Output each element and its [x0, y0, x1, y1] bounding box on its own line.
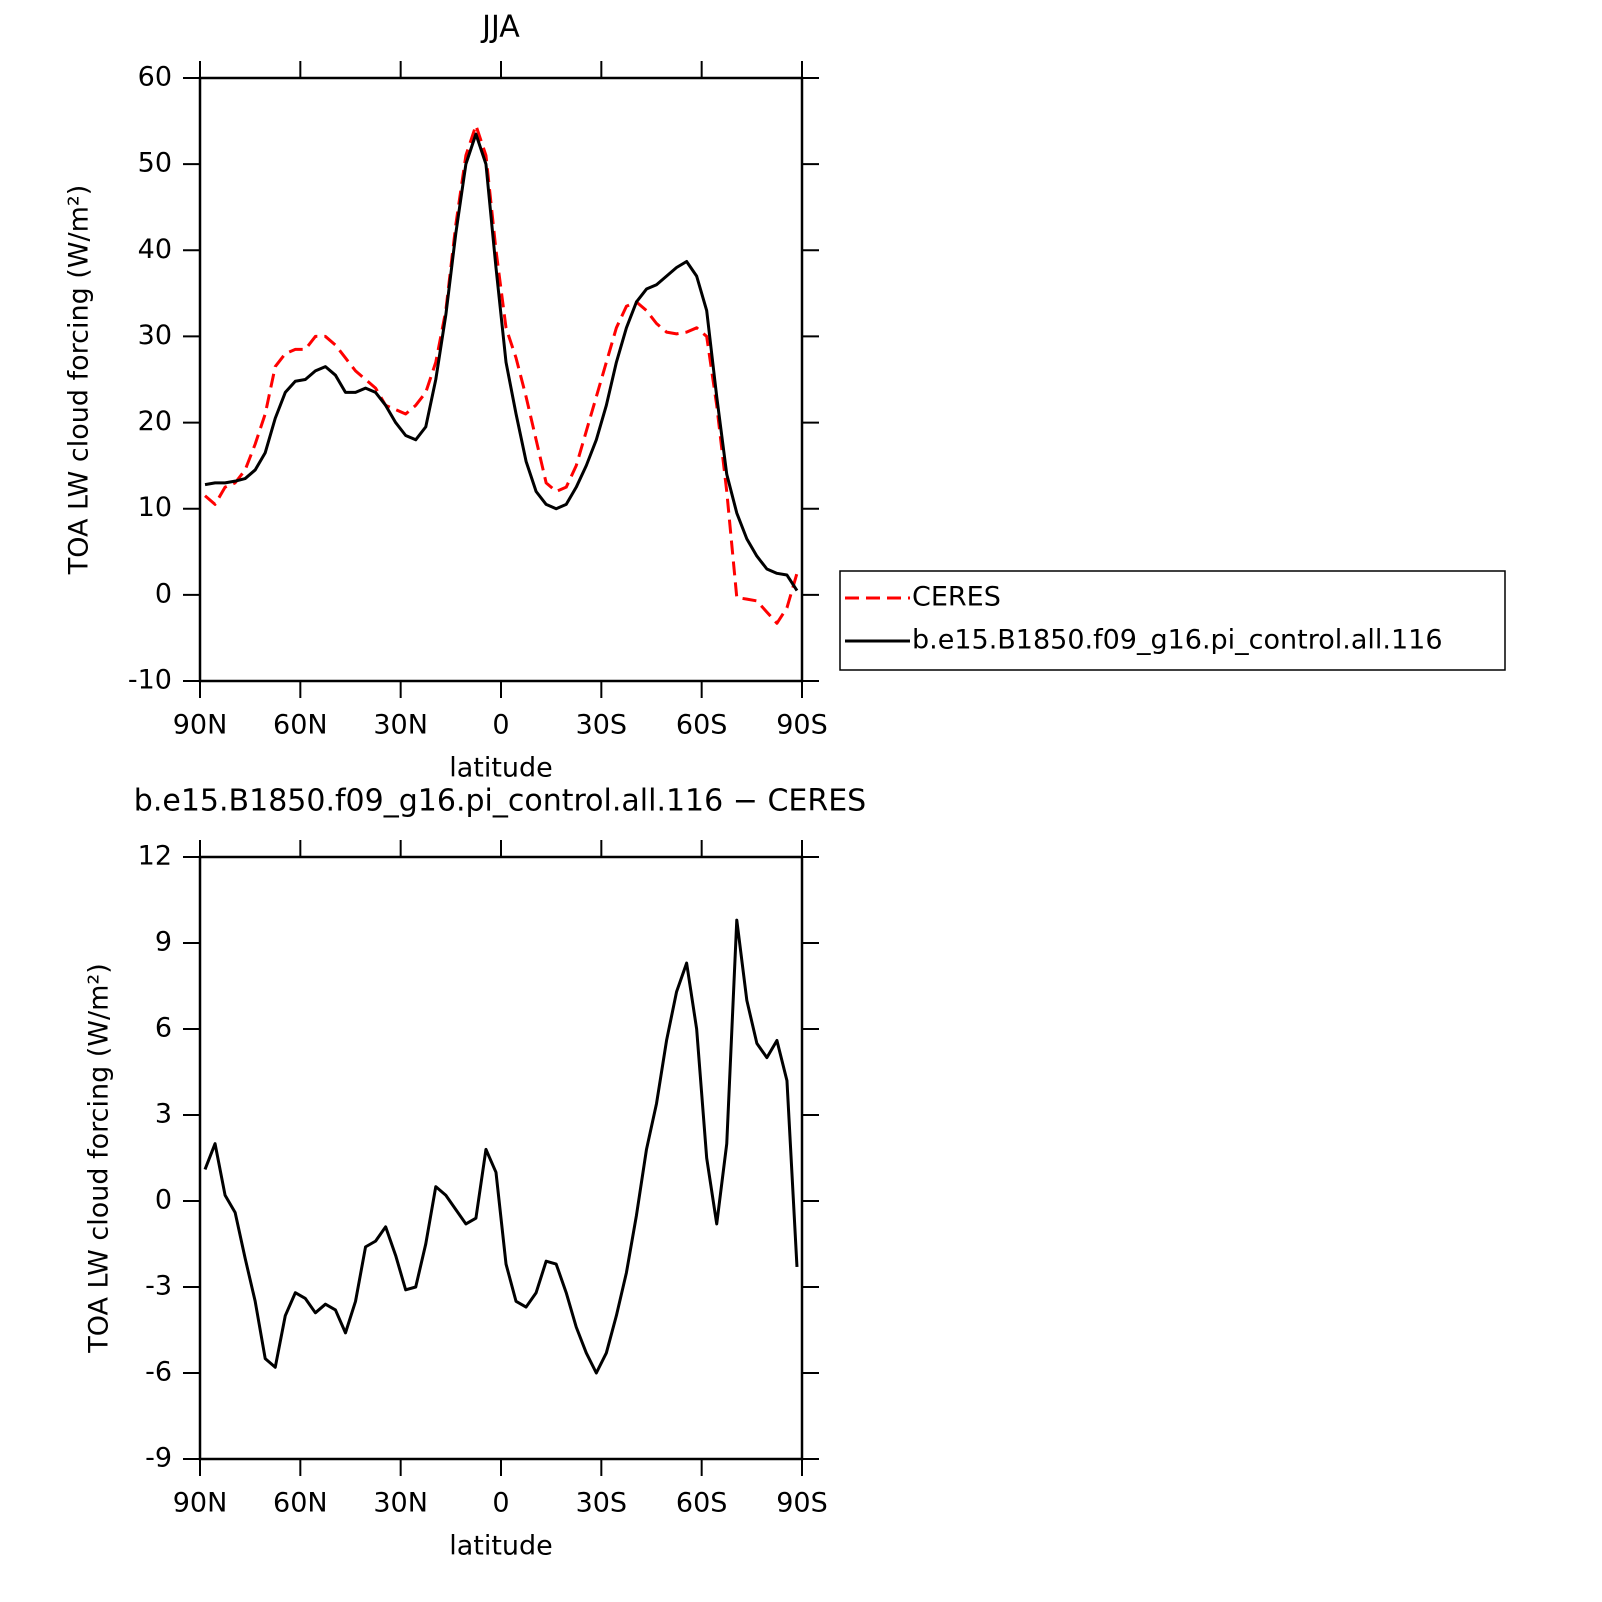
x-tick-label: 60S	[676, 710, 728, 741]
y-tick-label: 3	[155, 1099, 172, 1130]
y-tick-label: 50	[138, 148, 172, 179]
data-line	[204, 123, 799, 625]
y-tick-label: 20	[138, 406, 172, 437]
x-tick-label: 60N	[273, 1488, 328, 1519]
x-tick-label: 30S	[576, 710, 628, 741]
x-tick-label: 0	[492, 1488, 509, 1519]
legend-label: b.e15.B1850.f09_g16.pi_control.all.116	[912, 625, 1443, 656]
y-tick-label: 10	[138, 492, 172, 523]
data-line	[203, 918, 799, 1375]
y-tick-label: -3	[145, 1271, 172, 1302]
x-axis-label: latitude	[449, 753, 553, 784]
x-tick-label: 60N	[273, 710, 328, 741]
y-tick-label: -9	[145, 1443, 172, 1474]
x-tick-label: 90S	[776, 1488, 828, 1519]
y-tick-label: 6	[155, 1013, 172, 1044]
legend-label: CERES	[912, 582, 1001, 613]
x-tick-label: 0	[492, 710, 509, 741]
y-tick-label: 12	[138, 841, 172, 872]
data-line	[204, 132, 799, 592]
x-tick-label: 90N	[173, 710, 228, 741]
chart-title: b.e15.B1850.f09_g16.pi_control.all.116 −…	[134, 784, 866, 819]
x-tick-label: 30N	[373, 1488, 428, 1519]
y-axis-label: TOA LW cloud forcing (W/m²)	[84, 963, 115, 1354]
x-tick-label: 90S	[776, 710, 828, 741]
x-axis-label: latitude	[449, 1531, 553, 1562]
y-tick-label: 60	[138, 62, 172, 93]
x-tick-label: 90N	[173, 1488, 228, 1519]
plot-frame	[198, 76, 804, 683]
x-tick-label: 30N	[373, 710, 428, 741]
y-tick-label: 30	[138, 320, 172, 351]
y-tick-label: 0	[155, 1185, 172, 1216]
y-tick-label: 40	[138, 234, 172, 265]
x-tick-label: 30S	[576, 1488, 628, 1519]
y-axis-label: TOA LW cloud forcing (W/m²)	[64, 185, 95, 576]
y-tick-label: 9	[155, 927, 172, 958]
chart-title: JJA	[480, 10, 520, 45]
legend-box	[839, 570, 1506, 671]
y-tick-label: -10	[128, 665, 172, 696]
plot-frame	[198, 855, 804, 1461]
x-tick-label: 60S	[676, 1488, 728, 1519]
y-tick-label: 0	[155, 578, 172, 609]
y-tick-label: -6	[145, 1357, 172, 1388]
